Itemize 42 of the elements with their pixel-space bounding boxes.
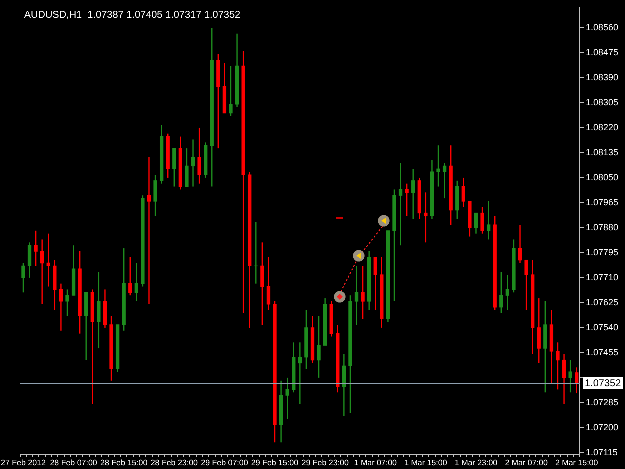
candlestick — [59, 284, 64, 331]
candlestick — [40, 240, 44, 304]
x-tick-label: 29 Feb 23:00 — [302, 458, 350, 468]
y-tick-label: 1.08560 — [586, 22, 619, 32]
y-tick-label: 1.07965 — [586, 197, 619, 208]
y-tick-label: 1.07625 — [586, 297, 619, 308]
y-tick-label: 1.08390 — [586, 72, 619, 82]
x-tick-label: 28 Feb 23:00 — [150, 458, 199, 468]
candlestick — [398, 163, 403, 246]
x-tick-label: 27 Feb 2012 — [1, 458, 46, 468]
ref-line-label: 1.07352 — [585, 378, 622, 390]
x-tick-label: 28 Feb 07:00 — [50, 458, 98, 468]
y-tick-label: 1.07795 — [586, 247, 619, 258]
x-tick-label: 1 Mar 23:00 — [454, 458, 498, 468]
chart-title: AUDUSD,H1 1.07387 1.07405 1.07317 1.07352 — [24, 10, 242, 22]
candlestick — [134, 263, 138, 302]
y-tick-label: 1.07455 — [586, 347, 619, 358]
y-tick-label: 1.07710 — [586, 272, 619, 282]
x-tick-label: 1 Mar 07:00 — [354, 458, 398, 468]
candlestick — [191, 140, 196, 187]
y-tick-label: 1.07200 — [586, 422, 619, 432]
y-tick-label: 1.08050 — [586, 172, 619, 182]
candlestick — [506, 275, 510, 310]
candlestick — [354, 266, 359, 326]
y-tick-label: 1.08475 — [586, 47, 619, 58]
candlestick — [486, 201, 491, 240]
x-tick-label: 29 Feb 15:00 — [251, 458, 300, 468]
candlestick — [298, 342, 302, 404]
x-tick-label: 2 Mar 15:00 — [556, 458, 599, 468]
x-tick-label: 2 Mar 07:00 — [505, 458, 548, 468]
y-tick-label: 1.07285 — [586, 397, 619, 408]
y-tick-label: 1.07115 — [586, 447, 618, 458]
candlestick — [147, 157, 152, 304]
y-tick-label: 1.07540 — [586, 322, 619, 332]
y-tick-label: 1.08135 — [586, 147, 619, 158]
y-tick-label: 1.07880 — [586, 222, 619, 232]
x-tick-label: 28 Feb 15:00 — [100, 458, 148, 468]
x-tick-label: 1 Mar 15:00 — [404, 458, 448, 468]
y-tick-label: 1.08305 — [586, 97, 619, 108]
y-tick-label: 1.08220 — [586, 122, 619, 132]
x-tick-label: 29 Feb 07:00 — [201, 458, 249, 468]
candlestick — [442, 163, 447, 199]
